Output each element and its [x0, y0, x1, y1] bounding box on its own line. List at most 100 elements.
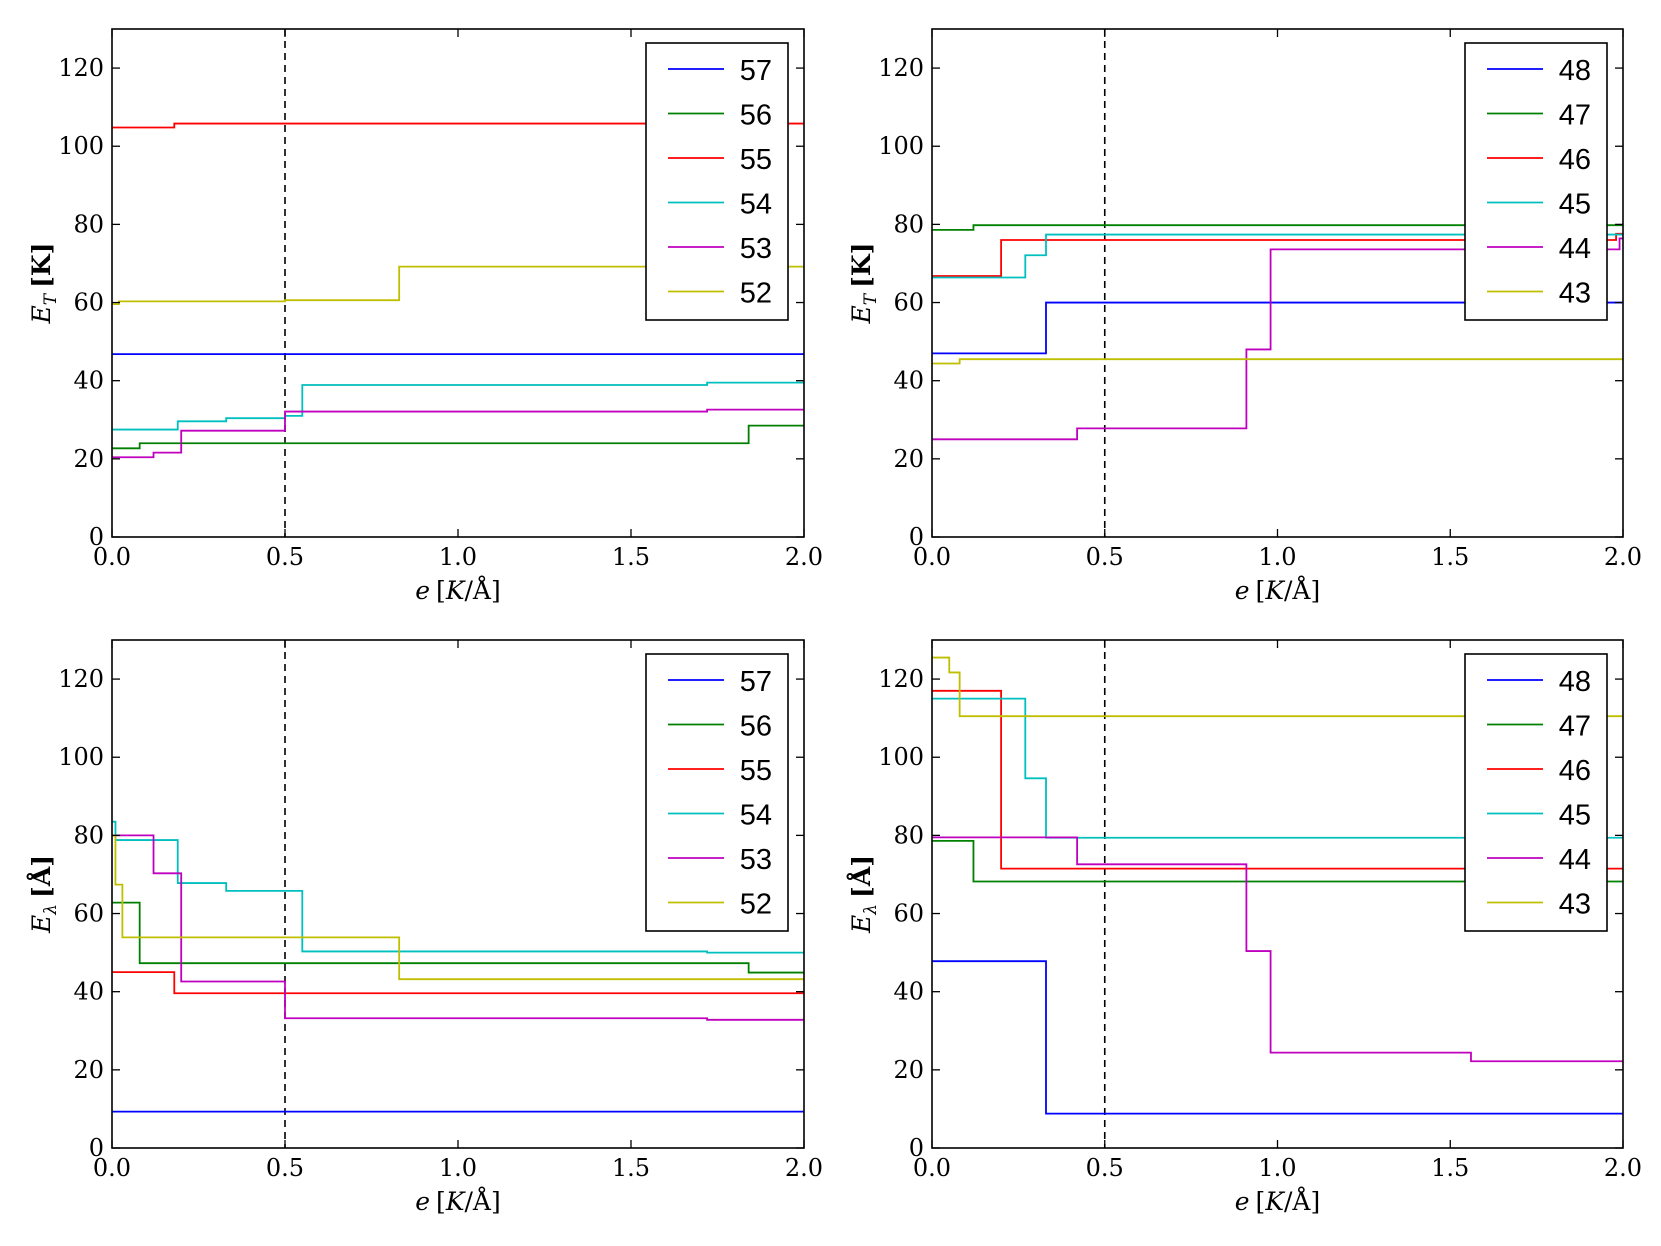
x-axis-label: e [K/Å]	[415, 1186, 501, 1216]
legend-label-52: 52	[740, 278, 772, 310]
series-line-53	[112, 408, 804, 459]
legend-label-46: 46	[1559, 144, 1591, 176]
legend: 57 56 55 54 53 52	[645, 653, 789, 932]
legend-label-43: 43	[1559, 278, 1591, 310]
series-group	[932, 656, 1623, 1115]
x-label-open: [	[436, 1187, 446, 1216]
x-label-unit-den: /Å	[1284, 1186, 1311, 1216]
subplot-3: 0.0 0.5 1.0 1.5 2.0 0 20 40 60 80 100 120 e [K/Å] Eλ [Å…	[27, 639, 823, 1216]
y-tick-label: 80	[893, 210, 924, 238]
x-tick-label: 0.5	[1086, 1154, 1124, 1182]
y-tick-label: 60	[73, 289, 104, 317]
x-tick-label: 1.5	[612, 543, 650, 571]
y-label-base: E	[27, 915, 56, 934]
legend-box	[1464, 42, 1608, 321]
x-label-var: e	[415, 576, 430, 605]
x-tick-label: 0.0	[93, 543, 131, 571]
x-label-open: [	[1256, 576, 1266, 605]
legend-label-52: 52	[740, 889, 772, 921]
y-axis-label: Eλ [Å]	[847, 855, 881, 934]
x-axis-label: e [K/Å]	[1235, 1186, 1321, 1216]
legend-label-56: 56	[740, 711, 772, 743]
series-line-48	[932, 301, 1623, 355]
x-label-unit-den: /Å	[465, 1186, 492, 1216]
x-label-close: ]	[491, 576, 501, 605]
series-line-47	[932, 839, 1623, 883]
legend: 57 56 55 54 53 52	[645, 42, 789, 321]
y-label-sub: T	[861, 292, 881, 305]
x-label-var: e	[1235, 576, 1250, 605]
legend-label-45: 45	[1559, 189, 1591, 221]
y-tick-label: 80	[73, 210, 104, 238]
legend-label-57: 57	[740, 666, 772, 698]
legend-label-54: 54	[740, 189, 772, 221]
y-tick-label: 40	[893, 978, 924, 1006]
legend: 48 47 46 45 44 43	[1464, 42, 1608, 321]
legend-label-53: 53	[740, 844, 772, 876]
y-tick-label: 60	[893, 289, 924, 317]
x-label-unit-den: /Å	[465, 575, 492, 605]
series-line-53	[112, 834, 804, 1021]
y-tick-label: 0	[89, 1134, 104, 1162]
legend: 48 47 46 45 44 43	[1464, 653, 1608, 932]
y-tick-label: 100	[878, 743, 924, 771]
x-tick-label: 1.5	[1431, 1154, 1469, 1182]
series-line-55	[112, 122, 804, 129]
legend-label-44: 44	[1559, 233, 1591, 265]
y-tick-label: 20	[73, 445, 104, 473]
x-tick-label: 2.0	[1604, 1154, 1642, 1182]
y-tick-label: 0	[909, 1134, 924, 1162]
legend-box	[645, 653, 789, 932]
y-label-unit: [Å]	[27, 855, 56, 898]
y-tick-label: 0	[909, 523, 924, 551]
y-tick-label: 20	[893, 445, 924, 473]
x-tick-label: 1.0	[439, 543, 477, 571]
x-tick-label: 2.0	[785, 1154, 823, 1182]
legend-label-43: 43	[1559, 889, 1591, 921]
legend-label-53: 53	[740, 233, 772, 265]
subplot-1: 0.0 0.5 1.0 1.5 2.0 0 20 40 60 80 100 120 e [K/Å] ET [K…	[27, 28, 823, 605]
y-label-base: E	[847, 305, 876, 324]
x-tick-label: 0.0	[913, 1154, 951, 1182]
x-tick-label: 1.0	[1258, 1154, 1296, 1182]
series-line-43	[932, 656, 1623, 718]
series-group	[932, 224, 1623, 441]
legend-label-47: 47	[1559, 711, 1591, 743]
legend-box	[645, 42, 789, 321]
legend-label-55: 55	[740, 755, 772, 787]
subplot-4: 0.0 0.5 1.0 1.5 2.0 0 20 40 60 80 100 120 e [K/Å] Eλ [Å…	[847, 639, 1642, 1216]
series-line-48	[932, 960, 1623, 1115]
y-tick-label: 120	[878, 54, 924, 82]
y-tick-label: 20	[73, 1056, 104, 1084]
x-label-unit-num: K	[445, 576, 466, 605]
y-tick-label: 100	[878, 132, 924, 160]
y-tick-label: 120	[58, 54, 104, 82]
y-axis-label: ET [K]	[847, 243, 881, 325]
x-label-unit-num: K	[445, 1187, 466, 1216]
y-tick-label: 100	[58, 132, 104, 160]
x-tick-label: 1.0	[1258, 543, 1296, 571]
y-axis-label: ET [K]	[27, 243, 61, 325]
series-line-47	[932, 224, 1623, 231]
x-tick-label: 0.0	[93, 1154, 131, 1182]
y-label-sub: λ	[41, 904, 61, 916]
y-label-base: E	[847, 915, 876, 934]
x-tick-label: 1.5	[612, 1154, 650, 1182]
x-label-open: [	[436, 576, 446, 605]
y-tick-label: 0	[89, 523, 104, 551]
series-line-46	[932, 689, 1623, 870]
x-tick-label: 1.0	[439, 1154, 477, 1182]
legend-box	[1464, 653, 1608, 932]
x-tick-label: 0.5	[266, 543, 304, 571]
legend-label-57: 57	[740, 55, 772, 87]
x-label-close: ]	[1310, 576, 1320, 605]
series-line-56	[112, 901, 804, 974]
x-axis-label: e [K/Å]	[415, 575, 501, 605]
series-group	[112, 820, 804, 1113]
series-line-43	[932, 358, 1623, 365]
x-tick-label: 0.0	[913, 543, 951, 571]
x-label-open: [	[1256, 1187, 1266, 1216]
y-tick-label: 60	[73, 900, 104, 928]
y-label-unit: [K]	[847, 243, 876, 288]
y-tick-label: 40	[73, 978, 104, 1006]
